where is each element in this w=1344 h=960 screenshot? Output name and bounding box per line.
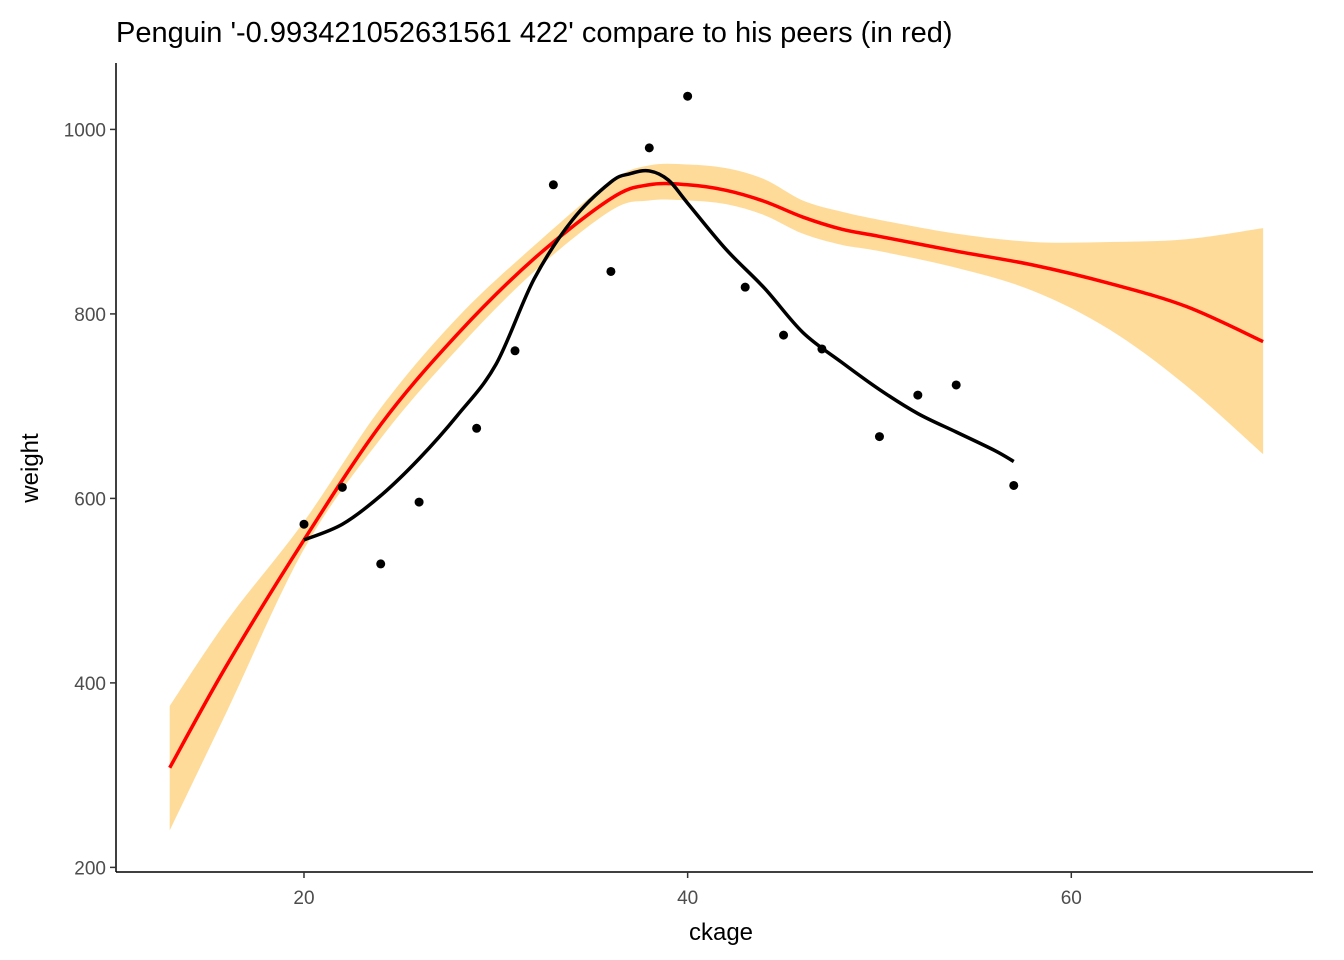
x-tick-label: 60 <box>1061 888 1082 909</box>
chart-title: Penguin '-0.993421052631561 422' compare… <box>116 17 953 49</box>
x-tick-label: 20 <box>293 888 314 909</box>
y-tick-label: 1000 <box>64 120 106 141</box>
point-layer <box>299 91 1019 569</box>
data-point <box>510 346 520 356</box>
data-point <box>548 180 558 190</box>
data-point <box>414 497 424 507</box>
y-tick-label: 200 <box>74 858 106 879</box>
confidence-band-layer <box>169 163 1264 831</box>
data-point <box>740 282 750 292</box>
data-point <box>299 519 309 529</box>
data-point <box>951 380 961 390</box>
data-point <box>1009 480 1019 490</box>
data-point <box>683 91 693 101</box>
tick-layer: 200 400 600 800 1000 20 40 60 <box>64 120 1082 909</box>
data-point <box>817 344 827 354</box>
data-point <box>337 482 347 492</box>
x-tick-label: 40 <box>677 888 698 909</box>
y-tick-label: 400 <box>74 674 106 695</box>
data-point <box>913 390 923 400</box>
data-point <box>606 266 616 276</box>
data-point <box>779 330 789 340</box>
data-point <box>376 559 386 569</box>
data-point <box>874 432 884 442</box>
data-point <box>644 143 654 153</box>
y-tick-label: 600 <box>74 489 106 510</box>
penguin-smooth-line <box>303 168 1015 542</box>
peer-confidence-band <box>169 163 1264 831</box>
y-axis-title: weight <box>17 433 44 504</box>
y-tick-label: 800 <box>74 305 106 326</box>
data-point <box>472 423 482 433</box>
x-axis-title: ckage <box>689 919 753 946</box>
